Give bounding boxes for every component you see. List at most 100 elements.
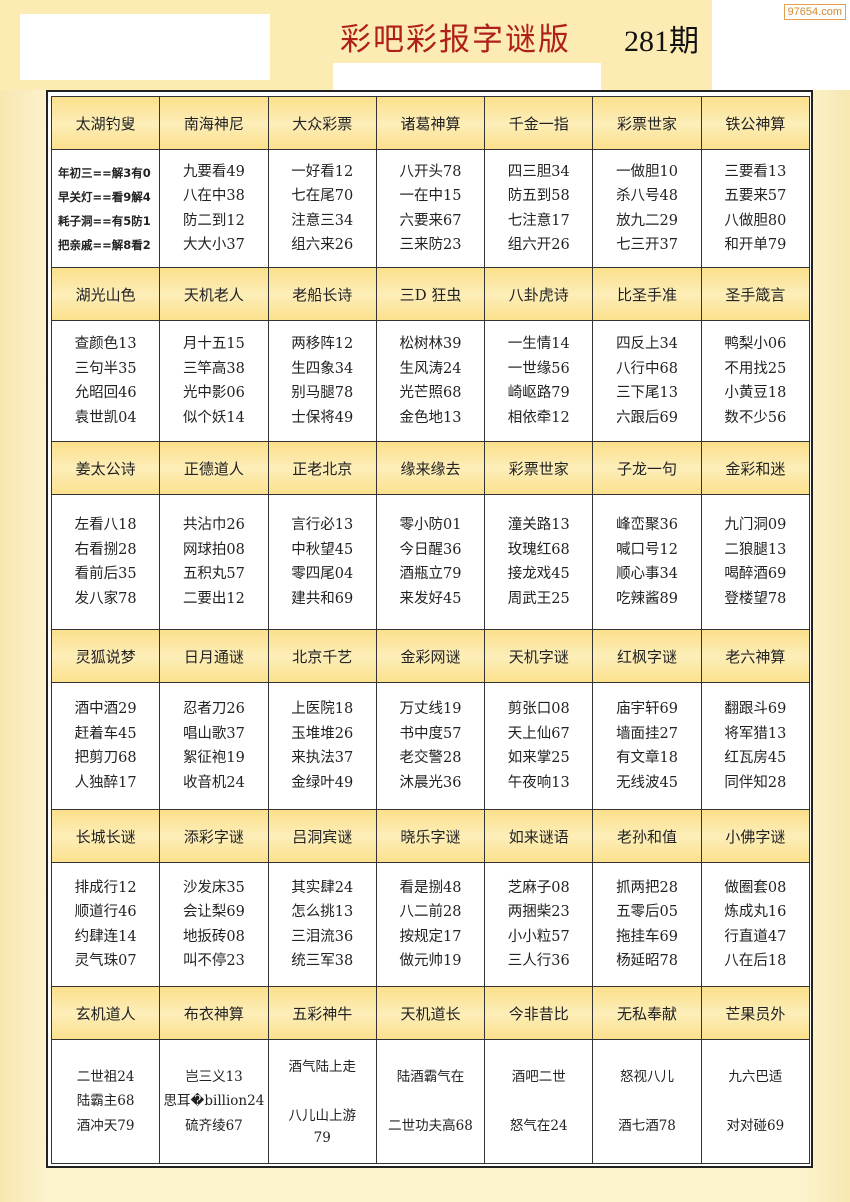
riddle-line: 八开头78	[399, 163, 462, 180]
riddle-cell: 抓两把28 五零后05 拖挂车69 杨延昭78	[592, 862, 702, 987]
riddle-line: 絮征袍19	[182, 750, 245, 766]
column-author-header: 如来谜语	[484, 809, 594, 863]
riddle-cell: 酒气陆上走 八儿山上游 79	[267, 1039, 377, 1164]
riddle-line: 防二到12	[182, 212, 245, 229]
column-author-header: 长城长谜	[50, 809, 161, 863]
riddle-line: 看是捌48	[399, 879, 462, 896]
riddle-line: 将军猎13	[724, 725, 787, 742]
riddle-line: 做圈套08	[724, 879, 787, 896]
column-author-header: 姜太公诗	[50, 441, 161, 495]
riddle-line: 九门洞09	[724, 517, 787, 533]
riddle-cell: 沙发床35 会让梨69 地扳砖08 叫不停23	[159, 862, 269, 987]
riddle-line: 三来防23	[399, 237, 462, 253]
watermark: 97654.com	[783, 4, 846, 20]
riddle-cell: 万丈线19 书中度57 老交警28 沐晨光36	[375, 682, 486, 810]
riddle-row: 年初三==解3有0 早关灯==看9解4 耗子洞==有5防1 把亲戚==解8看2 九要看4…	[50, 149, 811, 268]
riddle-line: 翻跟斗69	[724, 701, 787, 717]
riddle-line: 硫齐绫67	[185, 1117, 243, 1134]
riddle-cell: 八开头78 一在中15 六要来67 三来防23	[375, 149, 486, 268]
column-author-header: 湖光山色	[50, 267, 161, 321]
riddle-line: 五积丸57	[182, 566, 245, 582]
riddle-cell: 芝麻子08 两捆柴23 小小粒57 三人行36	[484, 862, 594, 987]
riddle-line: 今日醒36	[399, 541, 462, 558]
page-title: 彩吧彩报字谜版	[340, 22, 571, 58]
riddle-cell: 左看八18 右看捌28 看前后35 发八家78	[50, 494, 161, 630]
riddle-line: 鸭梨小06	[724, 336, 787, 352]
header-row: 姜太公诗 正德道人 正老北京 缘来缘去 彩票世家 子龙一句 金彩和迷	[50, 441, 811, 495]
riddle-line: 八行中68	[616, 360, 679, 377]
riddle-line: 一好看12	[291, 163, 354, 180]
riddle-line: 约肆连14	[74, 928, 137, 945]
riddle-line: 六跟后69	[616, 409, 679, 426]
riddle-line: 杀八号48	[616, 188, 679, 204]
riddle-cell: 共沾巾26 网球拍08 五积丸57 二要出12	[159, 494, 269, 630]
riddle-line: 防五到58	[507, 188, 570, 204]
column-author-header: 三D 狂虫	[375, 267, 486, 321]
riddle-cell: 年初三==解3有0 早关灯==看9解4 耗子洞==有5防1 把亲戚==解8看2	[50, 149, 161, 268]
riddle-line: 拖挂车69	[616, 928, 679, 945]
riddle-line: 剪张口08	[507, 701, 570, 717]
header-row: 灵狐说梦 日月通谜 北京千艺 金彩网谜 天机字谜 红枫字谜 老六神算	[50, 629, 811, 683]
riddle-line: 崎岖路79	[507, 385, 570, 401]
riddle-cell: 一好看12 七在尾70 注意三34 组六来26	[267, 149, 377, 268]
riddle-line: 做元帅19	[399, 953, 462, 969]
column-author-header: 子龙一句	[592, 441, 702, 495]
riddle-line: 两捆柴23	[507, 904, 570, 920]
riddle-cell: 做圈套08 炼成丸16 行直道47 八在后18	[700, 862, 811, 987]
riddle-line: 松树林39	[399, 336, 462, 352]
redacted-box	[333, 63, 601, 93]
riddle-line: 把亲戚==解8看2	[58, 237, 151, 252]
column-author-header: 八卦虎诗	[484, 267, 594, 321]
riddle-cell: 一生情14 一世缘56 崎岖路79 相依牵12	[484, 320, 594, 442]
riddle-line: 芝麻子08	[507, 879, 570, 896]
riddle-cell: 四三胆34 防五到58 七注意17 组六开26	[484, 149, 594, 268]
riddle-line: 忍者刀26	[182, 701, 245, 717]
riddle-line: 相依牵12	[507, 409, 570, 426]
riddle-cell: 陆酒霸气在 二世功夫高68	[375, 1039, 486, 1164]
riddle-line: 两移阵12	[291, 336, 354, 352]
riddle-line: 言行必13	[291, 517, 354, 533]
riddle-line: 年初三==解3有0	[58, 165, 151, 180]
riddle-cell: 九门洞09 二狼腿13 喝醉酒69 登楼望78	[700, 494, 811, 630]
riddle-cell: 松树林39 生风涛24 光芒照68 金色地13	[375, 320, 486, 442]
riddle-line: 二要出12	[182, 590, 245, 607]
riddle-row: 查颜色13 三句半35 允昭回46 袁世凯04 月十五15 三竿高38 光中影06 似个妖14…	[50, 320, 811, 442]
riddle-line: 三竿高38	[182, 360, 245, 377]
riddle-line: 人独醉17	[74, 774, 137, 791]
riddle-line: 别马腿78	[291, 385, 354, 401]
column-author-header: 北京千艺	[267, 629, 377, 683]
riddle-line: 中秋望45	[291, 541, 354, 558]
riddle-line: 光芒照68	[399, 385, 462, 401]
riddle-line: 八在中38	[182, 188, 245, 204]
riddle-line: 六要来67	[399, 212, 462, 229]
riddle-line: 看前后35	[74, 566, 137, 582]
column-author-header: 今非昔比	[484, 986, 594, 1040]
riddle-cell: 峰峦聚36 喊口号12 顺心事34 吃辣酱89	[592, 494, 702, 630]
column-author-header: 天机老人	[159, 267, 269, 321]
riddle-line: 八做胆80	[724, 212, 787, 229]
riddle-line: 似个妖14	[182, 409, 245, 426]
riddle-line: 发八家78	[74, 590, 137, 607]
riddle-line: 把剪刀68	[74, 750, 137, 766]
riddle-cell: 两移阵12 生四象34 别马腿78 士保将49	[267, 320, 377, 442]
riddle-cell: 九六巴适 对对碰69	[700, 1039, 811, 1164]
riddle-cell: 庙宇轩69 墙面挂27 有文章18 无线波45	[592, 682, 702, 810]
riddle-line: 按规定17	[399, 928, 462, 945]
riddle-line: 怒气在24	[509, 1117, 568, 1134]
riddle-line: 顺道行46	[74, 904, 137, 920]
column-author-header: 缘来缘去	[375, 441, 486, 495]
riddle-line: 如来掌25	[507, 750, 570, 766]
column-author-header: 五彩神牛	[267, 986, 377, 1040]
riddle-line: 四三胆34	[507, 163, 570, 180]
header-row: 玄机道人 布衣神算 五彩神牛 天机道长 今非昔比 无私奉献 芒果员外	[50, 986, 811, 1040]
riddle-line: 思耳�billion24	[163, 1093, 265, 1110]
riddle-line: 潼关路13	[507, 517, 570, 533]
riddle-line: 收音机24	[182, 774, 245, 791]
riddle-line: 喝醉酒69	[724, 566, 787, 582]
riddle-line: 有文章18	[616, 750, 679, 766]
riddle-line: 会让梨69	[182, 904, 245, 920]
column-author-header: 小佛字谜	[700, 809, 811, 863]
riddle-cell: 三要看13 五要来57 八做胆80 和开单79	[700, 149, 811, 268]
column-author-header: 彩票世家	[484, 441, 594, 495]
column-author-header: 添彩字谜	[159, 809, 269, 863]
